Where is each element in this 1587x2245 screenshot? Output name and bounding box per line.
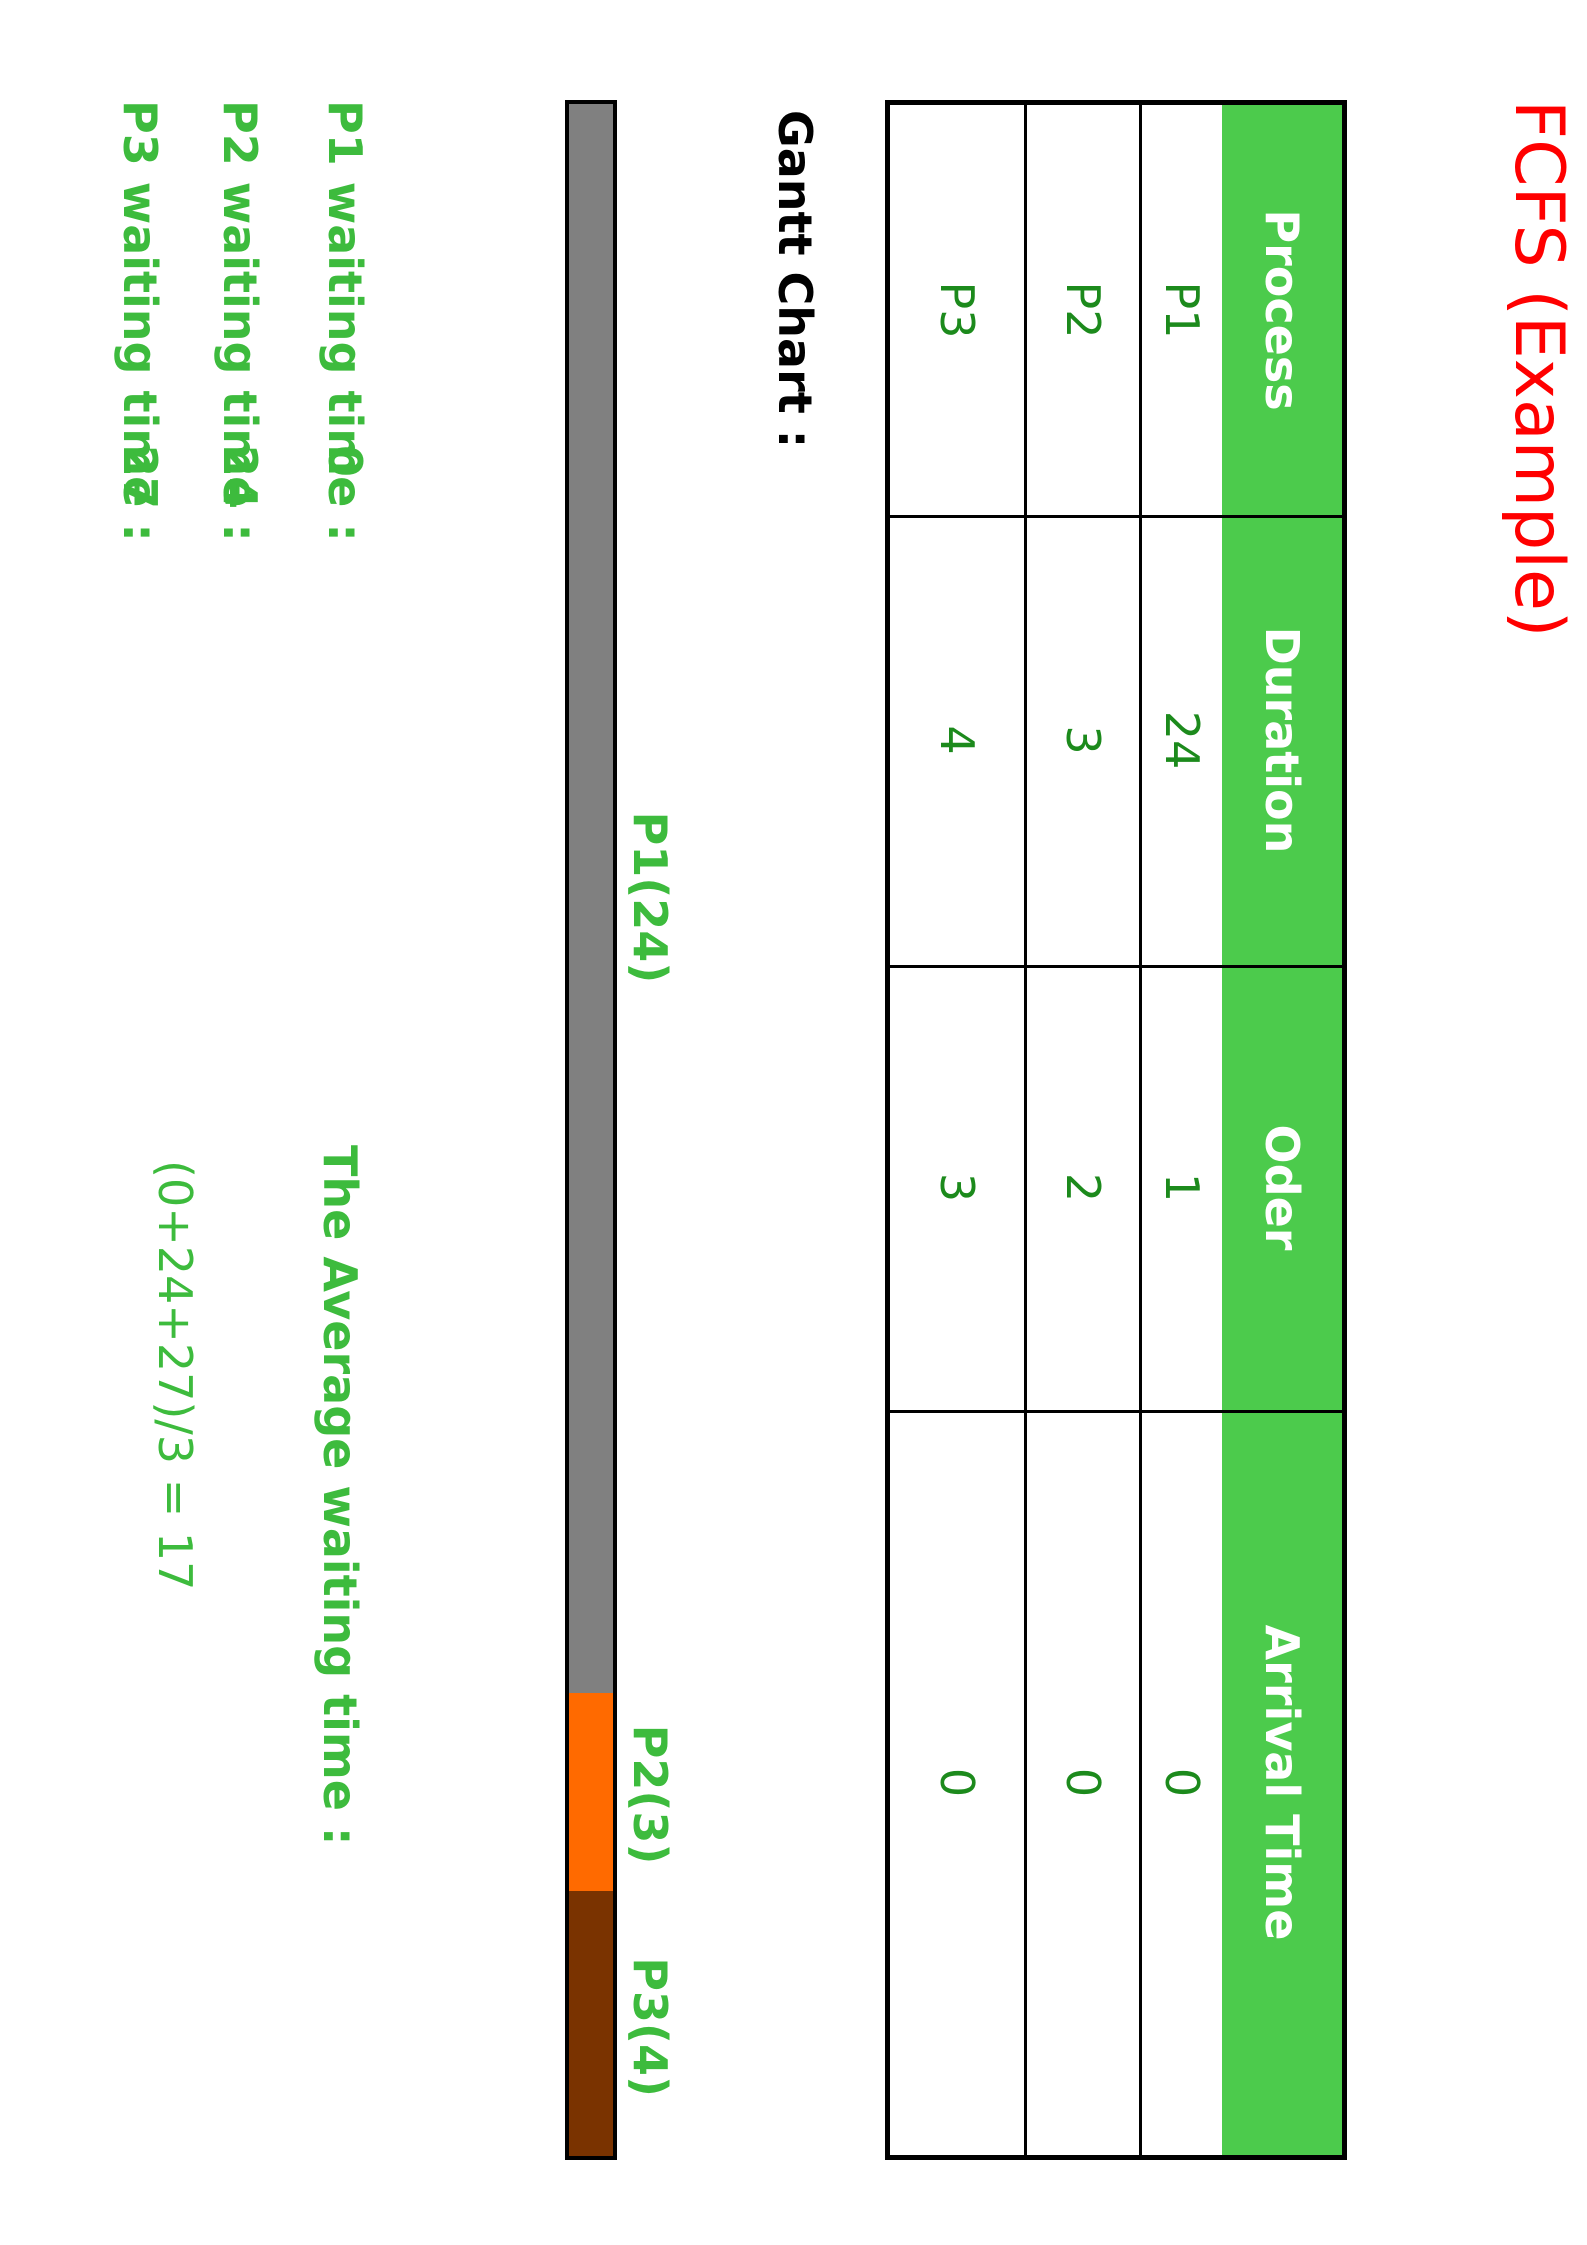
header-duration: Duration [1255,626,1309,854]
gantt-chart-label: Gantt Chart : [768,110,822,449]
p3-waiting-time: P3 waiting time : 27 [113,100,167,542]
waiting-value: 27 [113,445,167,510]
table-cell: P3 [930,281,984,339]
table-cell: 24 [1155,710,1209,770]
gantt-bar [565,100,617,2160]
p1-waiting-time: P1 waiting time : 0 [318,100,372,542]
p2-waiting-time: P2 waiting time : 24 [213,100,267,542]
header-process: Process [1255,209,1309,411]
table-cell: 0 [930,1767,984,1798]
waiting-value: 24 [213,445,267,510]
gantt-segment-1 [569,104,613,1693]
waiting-value: 0 [318,445,372,478]
gantt-segment-label: P1(24) [623,811,677,984]
table-cell: P1 [1155,281,1209,339]
gantt-segment-3 [569,1891,613,2156]
table-cell: 0 [1056,1767,1110,1798]
table-cell: P2 [1056,281,1110,339]
gantt-segment-2 [569,1692,613,1892]
table-cell: 0 [1155,1767,1209,1798]
table-cell: 2 [1056,1172,1110,1203]
process-table: Process Duration Oder Arrival Time P1 24… [885,100,1347,2160]
table-cell: 3 [930,1172,984,1203]
header-arrival-time: Arrival Time [1255,1624,1309,1941]
header-order: Oder [1255,1124,1309,1251]
slide-title: FCFS (Example) [1499,100,1578,638]
average-waiting-expression: (0+24+27)/3 = 17 [148,1160,202,1591]
gantt-segment-label: P3(4) [623,1957,677,2097]
table-cell: 1 [1155,1172,1209,1203]
gantt-segment-label: P2(3) [623,1724,677,1865]
table-cell: 3 [1056,725,1110,755]
average-waiting-label: The Average waiting time : [313,1145,367,1846]
table-cell: 4 [930,725,984,755]
